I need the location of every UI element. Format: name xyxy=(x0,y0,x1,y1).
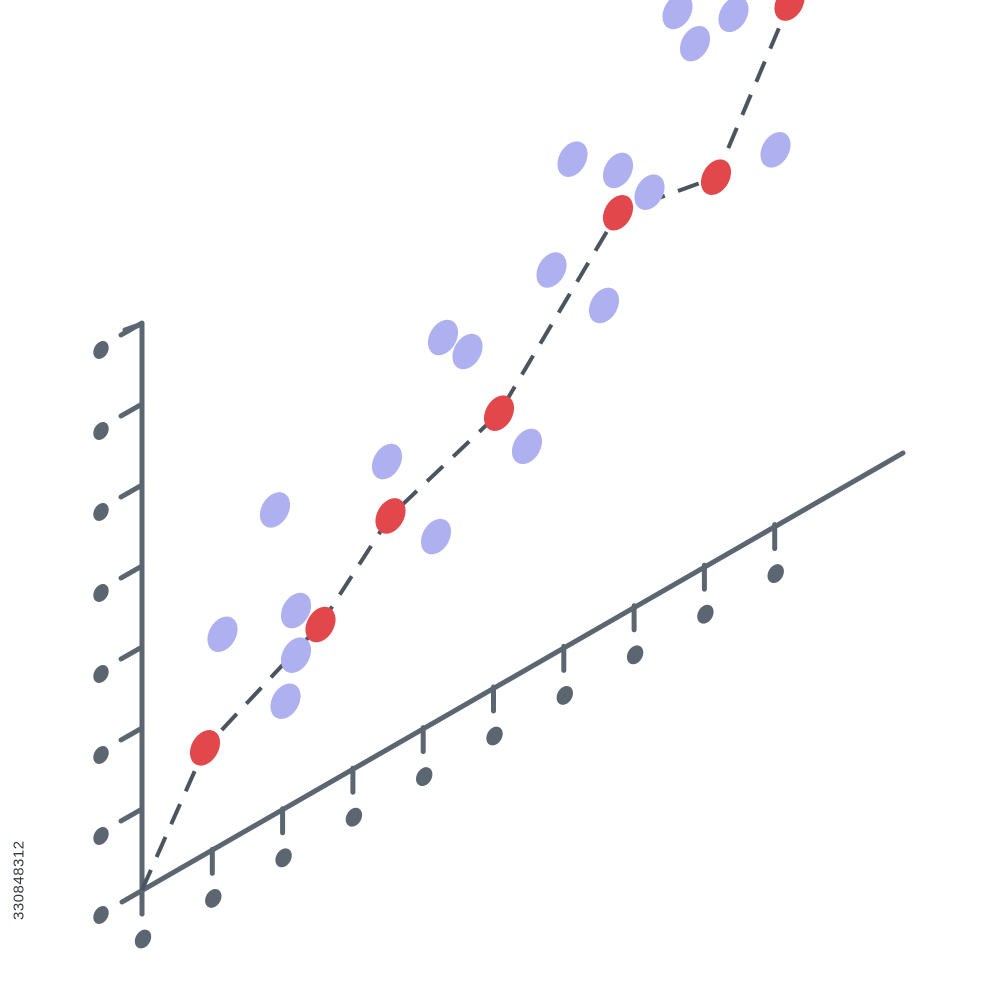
stock-image-id: 330848312 xyxy=(10,840,28,920)
x-axis-tick-dot xyxy=(626,645,644,665)
scatter-point xyxy=(207,616,238,653)
scatter-point xyxy=(270,683,301,720)
scatter-point xyxy=(760,132,791,168)
y-axis-tick-dot xyxy=(93,827,109,845)
y-axis-tick-dot xyxy=(93,503,109,521)
x-axis-tick-dot xyxy=(767,564,784,584)
y-axis-tick-dot xyxy=(93,906,109,924)
scatter-point xyxy=(588,287,620,324)
trend-line xyxy=(140,2,792,891)
scatter-point xyxy=(280,637,312,673)
scatter-point xyxy=(511,428,543,465)
x-axis-tick-dot xyxy=(486,726,503,746)
scatter-point xyxy=(718,0,749,33)
x-axis-tick-dot xyxy=(556,685,573,705)
y-axis-tick xyxy=(118,806,145,824)
trend-points xyxy=(189,0,805,766)
trend-point xyxy=(375,498,406,534)
trend-point xyxy=(305,606,336,643)
scatter-point xyxy=(557,141,588,177)
scatter-point xyxy=(662,0,693,30)
y-axis-tick xyxy=(118,320,145,338)
scatter-point xyxy=(452,333,483,370)
scatter-point xyxy=(280,592,312,629)
scatter-point xyxy=(536,252,567,288)
y-axis-tick xyxy=(118,482,145,500)
y-axis-tick-dot xyxy=(93,584,109,602)
trend-point xyxy=(700,159,732,195)
y-axis-tick xyxy=(118,563,145,581)
y-axis-tick-dot xyxy=(93,665,109,683)
trend-dashed-line xyxy=(140,2,792,891)
trend-point xyxy=(483,395,515,431)
x-axis-tick-dot xyxy=(134,929,152,949)
x-axis-tick-dot xyxy=(275,848,292,868)
trend-point xyxy=(189,730,221,766)
y-axis-tick xyxy=(118,644,145,662)
chart-axes xyxy=(93,320,906,949)
scatter-point xyxy=(679,25,711,62)
y-axis-tick xyxy=(118,725,145,743)
scatter-point xyxy=(602,152,634,189)
y-axis-tick xyxy=(118,401,145,419)
x-axis-line xyxy=(119,450,906,905)
scatter-points xyxy=(207,0,791,720)
y-axis-tick-dot xyxy=(93,341,109,359)
scatter-point xyxy=(420,518,452,555)
scatter-point xyxy=(634,174,665,210)
x-axis-tick-dot xyxy=(345,807,363,827)
x-axis-tick-dot xyxy=(697,604,714,624)
scatter-point xyxy=(427,319,459,356)
y-axis-tick-dot xyxy=(93,422,109,440)
x-axis-tick-dot xyxy=(416,767,433,787)
y-axis-tick-dot xyxy=(93,746,109,764)
scatter-point xyxy=(259,492,291,528)
trend-point xyxy=(602,194,634,231)
trend-point xyxy=(774,0,805,21)
x-axis-tick-dot xyxy=(205,888,222,908)
scatter-point xyxy=(371,443,403,480)
